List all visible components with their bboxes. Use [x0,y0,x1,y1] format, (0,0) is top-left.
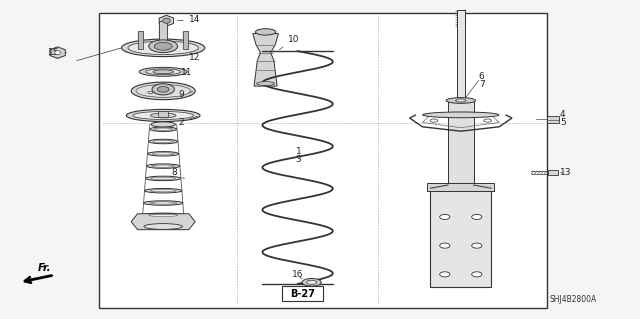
Ellipse shape [148,152,179,156]
Ellipse shape [146,69,180,75]
Text: 1: 1 [296,147,301,156]
Ellipse shape [145,189,182,193]
Text: 15: 15 [48,48,67,57]
Bar [282,286,323,301]
Ellipse shape [150,113,176,118]
Ellipse shape [143,201,183,205]
Ellipse shape [440,272,450,277]
Bar [183,31,188,49]
Text: 2: 2 [178,116,197,127]
Ellipse shape [151,177,175,180]
Ellipse shape [136,85,191,97]
Ellipse shape [484,119,492,122]
Polygon shape [253,33,278,86]
Ellipse shape [154,42,172,50]
Bar [138,31,143,49]
Ellipse shape [472,243,482,248]
Ellipse shape [128,41,198,55]
Ellipse shape [255,29,276,35]
Ellipse shape [157,86,169,92]
Bar [457,10,465,102]
Polygon shape [50,47,65,58]
Bar [548,170,558,175]
Bar [428,183,494,191]
Text: 9: 9 [178,90,193,99]
Text: 4: 4 [560,110,566,119]
Ellipse shape [446,98,476,103]
Bar [448,100,474,185]
Text: 6: 6 [479,72,484,81]
Text: 11: 11 [180,68,192,77]
Text: 7: 7 [479,80,484,89]
Ellipse shape [122,39,205,57]
Ellipse shape [147,164,180,168]
Ellipse shape [154,128,173,130]
Ellipse shape [472,214,482,219]
Ellipse shape [472,272,482,277]
Polygon shape [131,214,195,230]
Ellipse shape [133,112,194,120]
Ellipse shape [150,127,177,131]
Ellipse shape [148,214,178,217]
Text: 14: 14 [177,15,200,24]
Ellipse shape [307,280,317,285]
Text: 13: 13 [560,168,572,177]
Bar [159,21,167,43]
Text: 16: 16 [292,271,303,279]
Ellipse shape [145,176,181,181]
Text: 8: 8 [172,168,184,179]
Text: B-27: B-27 [290,289,314,299]
Ellipse shape [152,165,175,167]
Ellipse shape [142,213,184,218]
Ellipse shape [126,109,200,122]
Ellipse shape [131,82,195,100]
Ellipse shape [440,243,450,248]
Ellipse shape [144,224,182,229]
Ellipse shape [153,140,173,143]
Ellipse shape [150,189,176,192]
Ellipse shape [152,153,174,155]
Ellipse shape [153,70,173,74]
Ellipse shape [151,122,175,127]
Text: SHJ4B2800A: SHJ4B2800A [549,295,596,304]
Bar [547,116,559,123]
Text: Fr.: Fr. [38,263,52,273]
Text: 3: 3 [296,155,301,164]
Ellipse shape [140,67,187,76]
Text: 5: 5 [560,118,566,127]
Ellipse shape [430,119,438,122]
Polygon shape [159,15,173,26]
Ellipse shape [302,278,321,286]
Ellipse shape [456,99,466,102]
Text: 12: 12 [189,48,205,62]
Ellipse shape [54,51,60,55]
Bar [158,111,168,117]
Ellipse shape [148,40,178,53]
Ellipse shape [440,214,450,219]
Ellipse shape [149,202,177,204]
Ellipse shape [422,112,499,118]
Ellipse shape [148,139,178,144]
Ellipse shape [257,82,275,85]
Bar [430,188,492,287]
Text: 10: 10 [280,35,300,49]
Ellipse shape [148,92,153,93]
Bar [99,13,547,308]
Ellipse shape [163,18,170,23]
Ellipse shape [152,84,174,95]
